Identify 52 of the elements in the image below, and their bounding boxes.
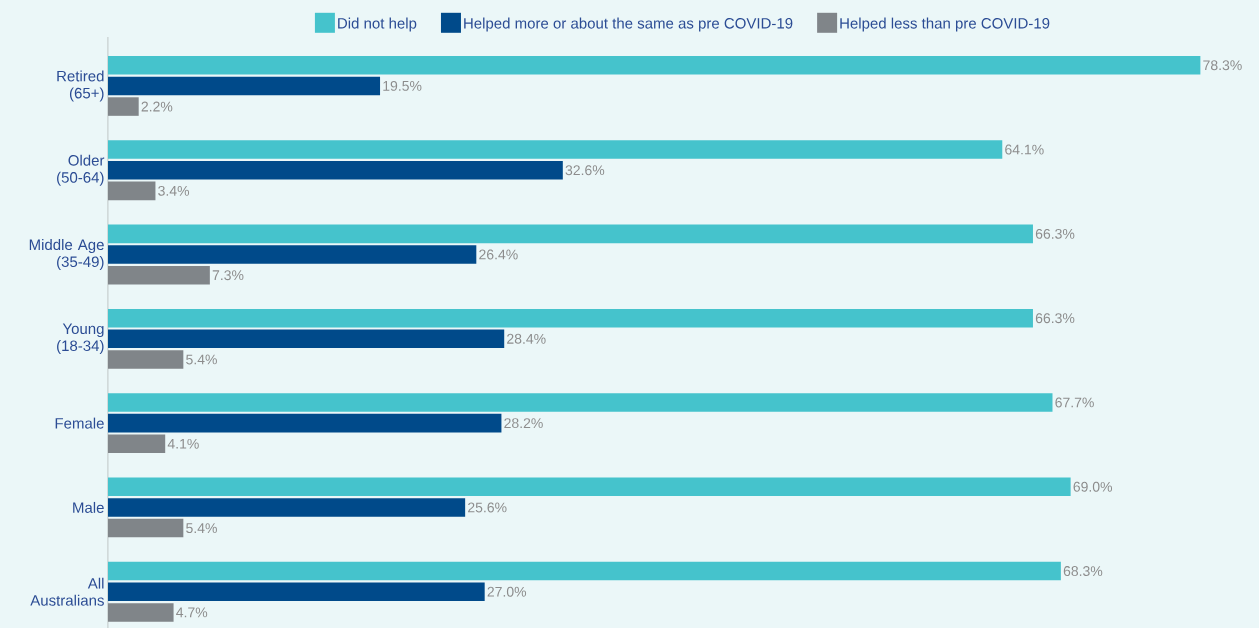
data-label: 4.1% [167, 438, 199, 449]
data-label: 27.0% [487, 586, 527, 597]
bar [108, 97, 139, 116]
data-label: 68.3% [1063, 565, 1103, 576]
bar [108, 224, 1033, 243]
bar [108, 393, 1053, 412]
bar [108, 265, 210, 285]
data-label: 66.3% [1035, 313, 1075, 323]
bar [108, 497, 466, 517]
bar [108, 582, 485, 601]
data-label: 66.3% [1035, 228, 1075, 239]
data-label: 69.0% [1073, 481, 1113, 492]
data-label: 2.2% [141, 101, 173, 112]
data-label: 26.4% [479, 249, 518, 260]
legend-label: Helped less than pre COVID-19 [840, 17, 1050, 32]
data-label: 5.4% [186, 354, 217, 365]
data-label: 4.7% [176, 607, 208, 618]
bar [108, 434, 166, 453]
y-tick-label: Male [73, 501, 104, 513]
bar [108, 413, 502, 433]
data-label: 32.6% [565, 165, 605, 175]
data-label: 78.3% [1203, 60, 1242, 71]
bar [108, 308, 1033, 328]
bar [108, 329, 505, 348]
data-label: 5.4% [186, 522, 217, 533]
y-tick-label: All Australians [30, 577, 104, 606]
bar [108, 76, 381, 95]
data-label: 67.7% [1055, 397, 1094, 408]
bar [108, 518, 184, 538]
data-label: 19.5% [383, 80, 422, 91]
y-tick-label: Middle Age (35-49) [29, 238, 104, 270]
data-label: 7.3% [212, 270, 244, 280]
data-label: 25.6% [468, 502, 507, 513]
bar [108, 140, 1003, 159]
bar [108, 181, 156, 200]
y-tick-label: Young (18-34) [57, 323, 104, 354]
legend-label: Did not help [338, 17, 417, 32]
legend-label: Helped more or about the same as pre COVID-19 [464, 17, 793, 32]
y-tick-label: Retired (65+) [57, 70, 104, 102]
data-label: 28.2% [504, 417, 543, 428]
bar [108, 561, 1061, 581]
data-label: 64.1% [1005, 144, 1044, 155]
bar [108, 602, 174, 622]
y-tick-label: Female [55, 417, 104, 429]
bar [108, 245, 477, 264]
bar [108, 477, 1071, 496]
bar [108, 350, 184, 369]
data-label: 28.4% [507, 333, 546, 344]
y-tick-label: Older (50-64) [57, 154, 105, 186]
bar [108, 160, 563, 180]
bar [108, 55, 1201, 75]
data-label: 3.4% [158, 185, 190, 196]
